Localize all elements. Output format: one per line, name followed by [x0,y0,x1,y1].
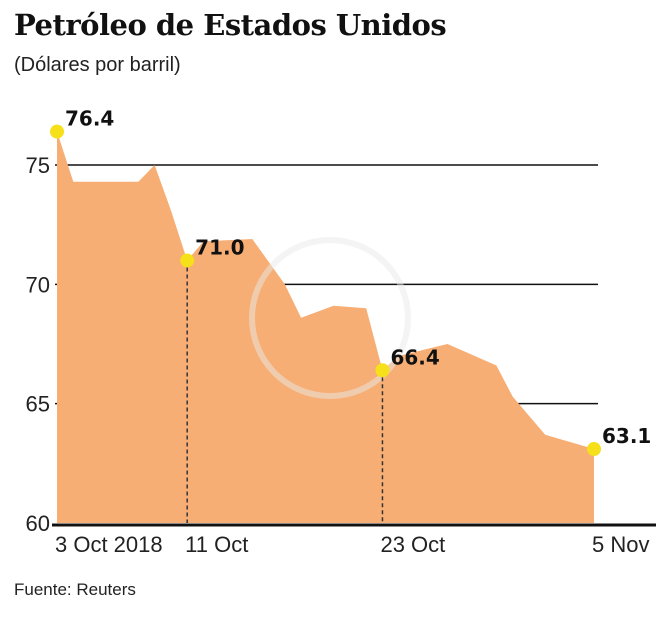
highlight-point [50,124,64,139]
highlight-point [587,442,601,457]
price-area [57,131,594,523]
data-label: 66.4 [390,345,439,369]
x-tick-label: 5 Nov [592,532,649,557]
x-tick-label: 11 Oct [185,532,248,557]
data-label: 76.4 [65,107,114,131]
highlight-point [180,253,195,268]
chart-subtitle: (Dólares por barril) [14,54,181,76]
x-tick-label: 3 Oct 2018 [55,532,163,557]
highlight-point [375,363,390,378]
data-label: 63.1 [602,424,651,448]
y-tick-label: 70 [26,272,50,297]
data-label: 71.0 [195,235,244,259]
source-note: Fuente: Reuters [14,580,136,599]
y-tick-label: 75 [26,153,50,178]
watermark-globe [249,237,411,399]
chart-title: Petróleo de Estados Unidos [14,8,447,42]
y-tick-label: 60 [26,511,50,536]
y-tick-label: 65 [26,392,50,417]
x-tick-label: 23 Oct [380,532,445,557]
